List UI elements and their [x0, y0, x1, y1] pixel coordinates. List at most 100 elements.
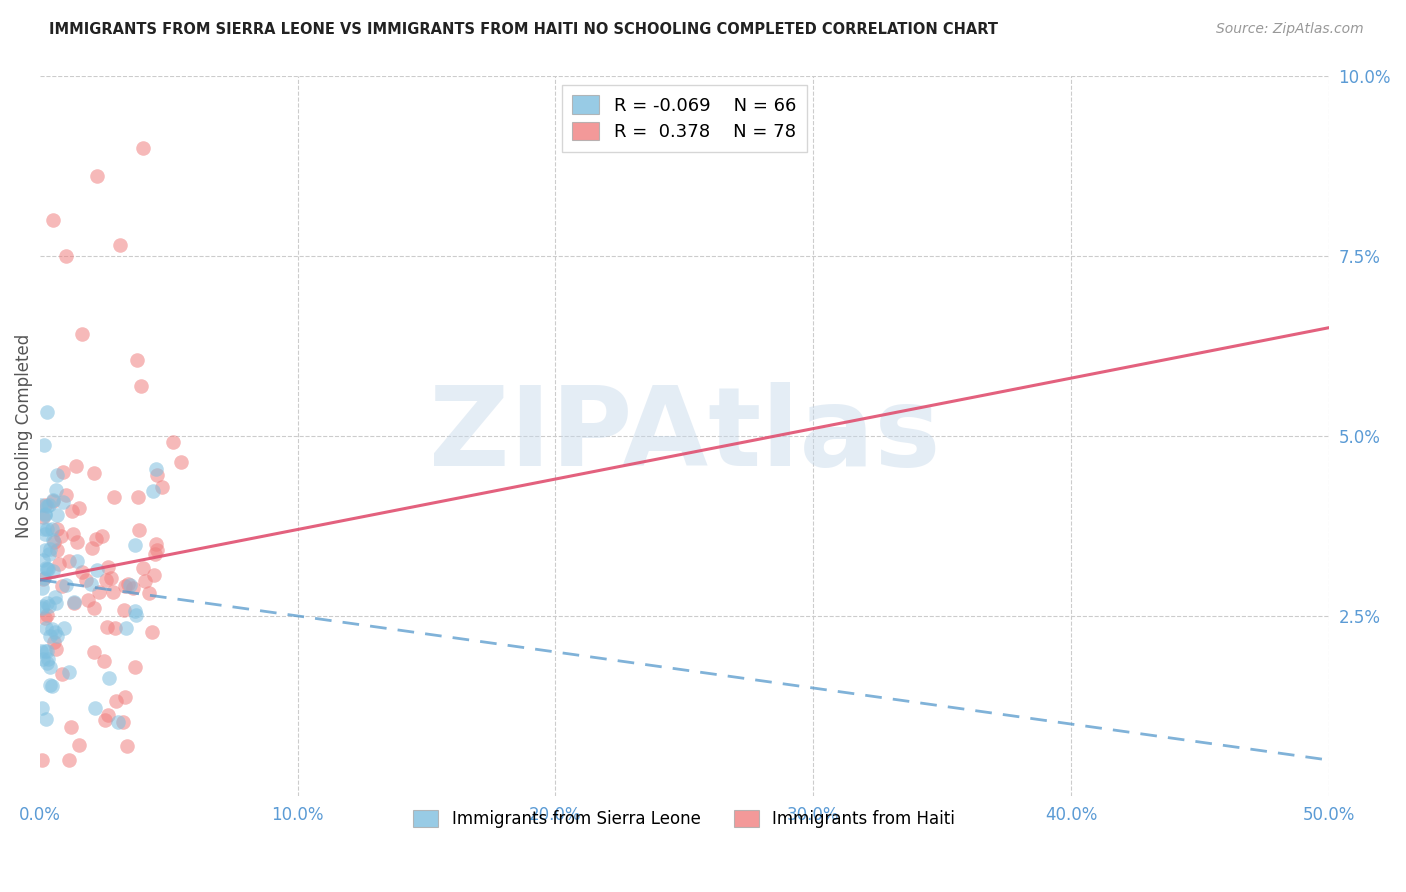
Point — [42, 635, 65, 649]
Point — [37, 562, 59, 576]
Point — [37, 656, 59, 670]
Point — [35, 522, 58, 536]
Point — [38, 547, 60, 561]
Point — [108, 237, 131, 252]
Point — [83, 701, 105, 715]
Point — [42, 564, 65, 578]
Point — [97, 672, 120, 686]
Point — [35, 561, 58, 575]
Point — [72, 326, 94, 341]
Point — [35, 405, 58, 419]
Point — [83, 466, 105, 480]
Point — [115, 621, 138, 635]
Point — [70, 566, 93, 580]
Text: ZIPAtlas: ZIPAtlas — [429, 383, 941, 490]
Point — [146, 542, 169, 557]
Point — [37, 644, 59, 658]
Point — [34, 507, 56, 521]
Point — [42, 494, 65, 508]
Point — [96, 708, 118, 723]
Point — [134, 574, 156, 588]
Point — [44, 590, 66, 604]
Point — [62, 526, 84, 541]
Point — [41, 533, 63, 547]
Point — [114, 690, 136, 704]
Point — [128, 524, 150, 538]
Point — [150, 480, 173, 494]
Point — [34, 644, 56, 658]
Point — [170, 455, 193, 469]
Point — [67, 500, 90, 515]
Point — [125, 352, 148, 367]
Y-axis label: No Schooling Completed: No Schooling Completed — [15, 334, 32, 538]
Point — [132, 140, 155, 154]
Point — [35, 596, 58, 610]
Point — [80, 577, 103, 591]
Point — [30, 499, 52, 513]
Point — [93, 654, 115, 668]
Point — [31, 582, 53, 596]
Point — [65, 458, 87, 473]
Point — [59, 720, 82, 734]
Point — [31, 600, 53, 615]
Point — [45, 596, 67, 610]
Point — [34, 527, 56, 541]
Point — [41, 522, 63, 536]
Point — [67, 739, 90, 753]
Point — [46, 508, 69, 522]
Point — [84, 532, 107, 546]
Point — [111, 714, 134, 729]
Point — [124, 538, 146, 552]
Point — [94, 713, 117, 727]
Point — [31, 753, 53, 767]
Point — [58, 554, 80, 568]
Point — [58, 665, 80, 680]
Point — [51, 579, 73, 593]
Point — [90, 529, 112, 543]
Point — [31, 701, 53, 715]
Text: IMMIGRANTS FROM SIERRA LEONE VS IMMIGRANTS FROM HAITI NO SCHOOLING COMPLETED COR: IMMIGRANTS FROM SIERRA LEONE VS IMMIGRAN… — [49, 22, 998, 37]
Point — [86, 563, 108, 577]
Point — [51, 529, 73, 543]
Point — [104, 621, 127, 635]
Point — [39, 541, 62, 556]
Point — [30, 644, 52, 658]
Point — [35, 608, 58, 623]
Point — [34, 498, 56, 512]
Point — [66, 553, 89, 567]
Point — [76, 592, 98, 607]
Point — [55, 487, 77, 501]
Point — [83, 645, 105, 659]
Point — [145, 462, 167, 476]
Legend: Immigrants from Sierra Leone, Immigrants from Haiti: Immigrants from Sierra Leone, Immigrants… — [406, 803, 962, 835]
Point — [138, 586, 160, 600]
Point — [127, 490, 149, 504]
Point — [86, 169, 108, 184]
Point — [101, 585, 124, 599]
Point — [51, 667, 73, 681]
Point — [41, 622, 63, 636]
Point — [141, 624, 163, 639]
Point — [143, 547, 166, 561]
Point — [38, 629, 60, 643]
Point — [60, 504, 83, 518]
Point — [103, 491, 125, 505]
Point — [38, 599, 60, 613]
Point — [120, 577, 142, 591]
Point — [83, 600, 105, 615]
Point — [142, 484, 165, 499]
Point — [35, 712, 58, 726]
Text: Source: ZipAtlas.com: Source: ZipAtlas.com — [1216, 22, 1364, 37]
Point — [39, 660, 62, 674]
Point — [104, 694, 127, 708]
Point — [124, 604, 146, 618]
Point — [75, 574, 97, 588]
Point — [42, 493, 65, 508]
Point — [32, 571, 55, 585]
Point — [97, 560, 120, 574]
Point — [45, 467, 67, 482]
Point — [32, 572, 55, 586]
Point — [32, 553, 55, 567]
Point — [162, 435, 184, 450]
Point — [82, 541, 104, 556]
